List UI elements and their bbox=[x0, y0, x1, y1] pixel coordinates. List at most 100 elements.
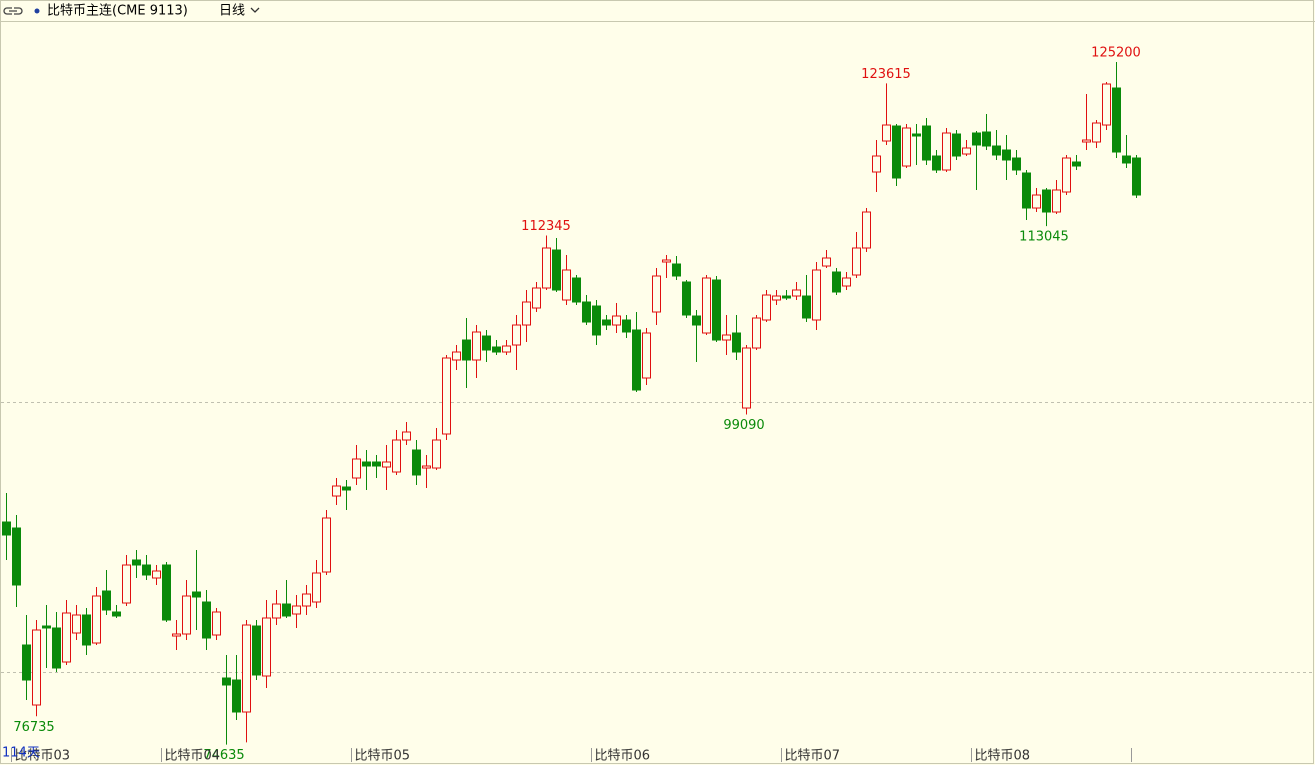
candle-body bbox=[812, 269, 821, 321]
candle-body bbox=[222, 677, 231, 686]
candle-body bbox=[292, 605, 301, 615]
candle-body bbox=[972, 132, 981, 146]
candle-body bbox=[822, 257, 831, 267]
candle-body bbox=[622, 319, 631, 333]
low-label: 74635 bbox=[203, 748, 244, 763]
candle-body bbox=[1092, 122, 1101, 143]
low-label: 76735 bbox=[13, 720, 54, 735]
candle-body bbox=[372, 461, 381, 467]
candle-body bbox=[542, 247, 551, 289]
candle-body bbox=[762, 294, 771, 321]
candle-body bbox=[232, 679, 241, 713]
x-tick-label: 比特币05 bbox=[355, 749, 411, 764]
link-icon[interactable] bbox=[3, 7, 23, 15]
candle-body bbox=[1022, 172, 1031, 209]
candle-body bbox=[922, 125, 931, 161]
candle-body bbox=[122, 564, 131, 604]
candle-body bbox=[492, 346, 501, 353]
candle-body bbox=[1112, 87, 1121, 153]
candle-body bbox=[652, 275, 661, 313]
candle-body bbox=[772, 295, 781, 301]
high-label: 112345 bbox=[521, 219, 571, 234]
candle-body bbox=[502, 345, 511, 353]
candle-body bbox=[632, 329, 641, 391]
candle-body bbox=[742, 347, 751, 409]
candle-body bbox=[932, 155, 941, 171]
candle-body bbox=[482, 335, 491, 351]
chart-title: 比特币主连(CME 9113) bbox=[47, 3, 188, 19]
candle-body bbox=[62, 612, 71, 663]
x-tick-label: 比特币06 bbox=[595, 749, 651, 764]
candle-body bbox=[392, 439, 401, 473]
candle-body bbox=[662, 259, 671, 263]
candle-body bbox=[1072, 161, 1081, 167]
candle-body bbox=[462, 339, 471, 361]
candle-body bbox=[112, 611, 121, 617]
candle-body bbox=[182, 595, 191, 635]
candle-body bbox=[82, 614, 91, 646]
candle-body bbox=[42, 625, 51, 629]
candle-body bbox=[452, 351, 461, 361]
candle-body bbox=[342, 486, 351, 491]
candle-body bbox=[92, 595, 101, 644]
candle-body bbox=[902, 127, 911, 167]
candle-body bbox=[702, 277, 711, 334]
candle-body bbox=[162, 564, 171, 621]
candle-body bbox=[102, 590, 111, 611]
candle-body bbox=[212, 611, 221, 636]
candle-body bbox=[852, 247, 861, 276]
candle-body bbox=[1082, 139, 1091, 143]
candle-body bbox=[872, 155, 881, 173]
candle-body bbox=[832, 271, 841, 293]
candle-body bbox=[942, 132, 951, 171]
x-tick-label: 比特币04 bbox=[165, 749, 221, 764]
candle-body bbox=[842, 277, 851, 287]
candle-body bbox=[992, 145, 1001, 156]
candle-body bbox=[802, 295, 811, 319]
candle-body bbox=[12, 527, 21, 586]
candle-body bbox=[402, 431, 411, 441]
candle-body bbox=[612, 315, 621, 326]
candle-body bbox=[52, 627, 61, 669]
candle-body bbox=[1062, 157, 1071, 193]
candle-body bbox=[672, 263, 681, 277]
dropdown-arrow[interactable] bbox=[250, 7, 260, 13]
low-label: 99090 bbox=[723, 418, 764, 433]
candle-body bbox=[382, 461, 391, 468]
candle-body bbox=[752, 317, 761, 349]
status-dot bbox=[34, 8, 40, 14]
candle-body bbox=[422, 465, 431, 469]
high-label: 125200 bbox=[1091, 46, 1141, 61]
candle-body bbox=[302, 593, 311, 607]
candle-body bbox=[322, 517, 331, 573]
candle-body bbox=[1122, 155, 1131, 164]
x-tick-label: 比特币08 bbox=[975, 749, 1031, 764]
candle-body bbox=[252, 625, 261, 676]
candle-body bbox=[282, 603, 291, 617]
candle-body bbox=[262, 617, 271, 677]
candle-body bbox=[72, 614, 81, 634]
candle-body bbox=[642, 332, 651, 379]
candle-body bbox=[882, 124, 891, 142]
x-tick-label: 比特币07 bbox=[785, 749, 841, 764]
candle-body bbox=[862, 211, 871, 249]
candle-body bbox=[792, 289, 801, 297]
candle-body bbox=[592, 305, 601, 336]
candle-body bbox=[732, 332, 741, 353]
candle-body bbox=[1052, 189, 1061, 213]
candle-body bbox=[782, 295, 791, 299]
candle-body bbox=[962, 147, 971, 155]
candle-body bbox=[552, 249, 561, 291]
candle-body bbox=[602, 319, 611, 326]
period-selector[interactable]: 日线 bbox=[219, 4, 245, 19]
candle-body bbox=[1042, 189, 1051, 213]
candle-body bbox=[892, 125, 901, 179]
candle-body bbox=[442, 357, 451, 435]
candle-body bbox=[332, 485, 341, 497]
candle-body bbox=[272, 603, 281, 619]
candle-body bbox=[152, 570, 161, 579]
day-count: 114天 bbox=[2, 746, 40, 761]
candle-body bbox=[532, 287, 541, 309]
candle-body bbox=[202, 601, 211, 639]
